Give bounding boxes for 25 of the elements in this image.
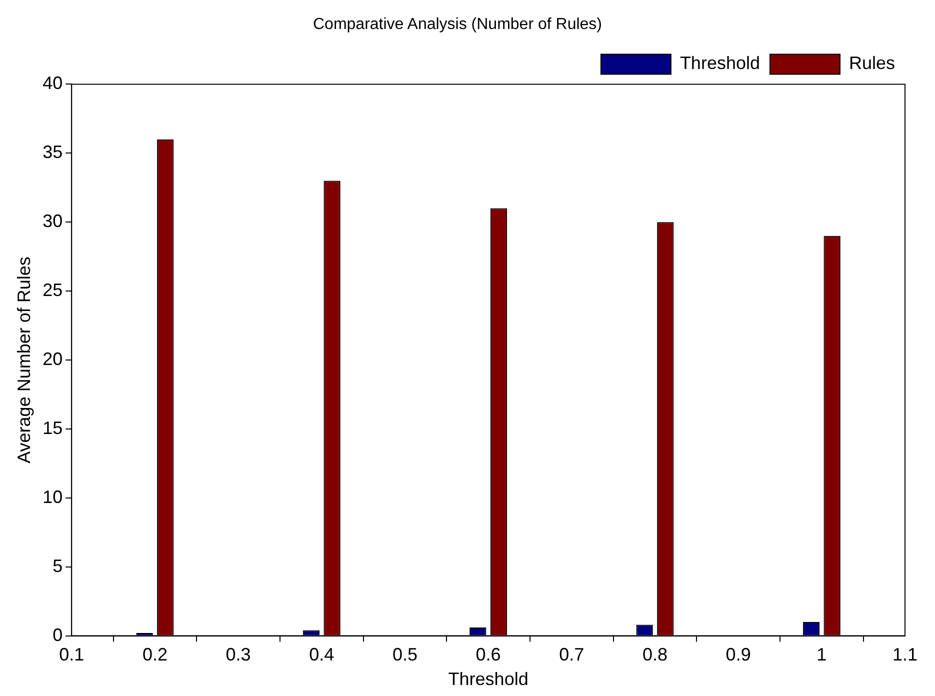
y-tick-label: 10	[42, 486, 63, 507]
x-tick-label: 0.3	[226, 644, 251, 665]
y-tick-label: 0	[52, 624, 63, 645]
x-tick-label: 0.4	[309, 644, 334, 665]
x-tick-label: 0.6	[476, 644, 501, 665]
legend-label: Threshold	[680, 53, 760, 74]
y-tick-label: 40	[42, 73, 63, 94]
x-tick-label: 0.7	[559, 644, 584, 665]
y-tick-label: 25	[42, 280, 63, 300]
x-tick-label: 1	[816, 644, 827, 665]
x-tick-label: 0.8	[642, 644, 668, 665]
x-tick-label: 0.1	[59, 644, 84, 665]
x-tick-label: 0.2	[142, 644, 168, 665]
x-tick-label: 0.9	[726, 644, 751, 665]
y-tick-label: 15	[42, 418, 63, 438]
x-tick-label: 0.5	[392, 644, 418, 665]
y-tick-label: 30	[42, 211, 63, 232]
y-axis-title: Average Number of Rules	[14, 256, 34, 464]
y-tick-label: 20	[42, 348, 63, 369]
y-tick-label: 5	[52, 556, 63, 576]
x-tick-label: 1.1	[892, 644, 918, 665]
y-tick-label: 35	[42, 142, 63, 162]
x-axis-title: Threshold	[448, 669, 528, 690]
chart-title: Comparative Analysis (Number of Rules)	[313, 16, 602, 34]
legend-label: Rules	[848, 53, 896, 74]
